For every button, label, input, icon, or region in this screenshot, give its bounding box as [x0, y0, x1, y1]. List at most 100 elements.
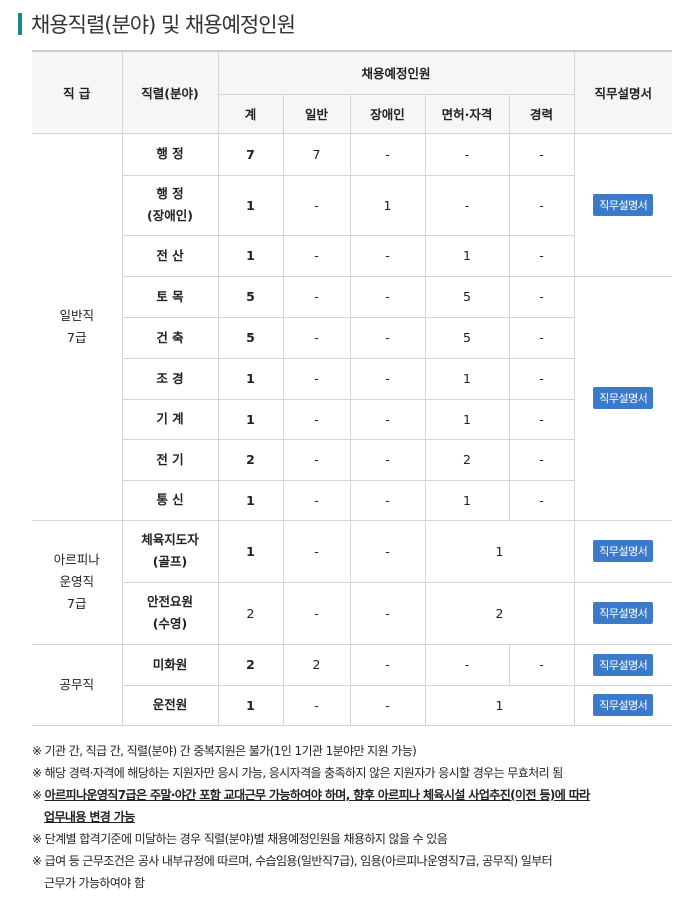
field-cell: 건 축 — [121, 316, 219, 359]
field-cell: 미화원 — [121, 643, 219, 686]
jobdesc-cell: 직무설명서 — [573, 581, 673, 645]
field-cell: 행 정 (장애인) — [121, 174, 219, 236]
jobdesc-button[interactable]: 직무설명서 — [593, 602, 654, 624]
license-cell: 1 — [424, 234, 510, 277]
jobdesc-button[interactable]: 직무설명서 — [593, 193, 654, 216]
general-cell: - — [282, 479, 351, 521]
disabled-cell: - — [349, 643, 426, 686]
table-row: 토 목 5- -5- 직무설명서 — [32, 275, 673, 521]
table-row: 일반직 7급 행 정 7 7- - - 직무설명서 — [32, 132, 673, 521]
grade-cell: 공무직 — [32, 643, 123, 726]
general-cell: 2 — [282, 643, 351, 686]
total-cell: 2 — [217, 643, 284, 686]
jobdesc-button[interactable]: 직무설명서 — [593, 653, 654, 676]
total-cell: 1 — [217, 684, 284, 726]
license-cell: 1 — [424, 479, 510, 521]
disabled-cell: - — [349, 438, 426, 481]
table-row: 아르피나 운영직 7급 체육지도자 (골프) 1- -1 직무설명서 — [32, 519, 673, 645]
disabled-cell: - — [349, 357, 426, 400]
header-jobdesc: 직무설명서 — [573, 50, 673, 134]
table-row: 공무직 미화원 2 2- - - 직무설명서 — [32, 643, 673, 726]
total-cell: 1 — [217, 357, 284, 400]
license-cell: 1 — [424, 398, 510, 440]
license-cell: 1 — [424, 357, 510, 400]
disabled-cell: 1 — [349, 174, 426, 236]
license-career-cell: 1 — [424, 519, 575, 583]
jobdesc-button[interactable]: 직무설명서 — [593, 694, 654, 716]
recruitment-table: 직 급 직렬(분야) 채용예정인원 직무설명서 계 일반 장애인 면허·자격 경… — [32, 50, 673, 726]
total-cell: 7 — [217, 132, 284, 176]
career-cell: - — [508, 438, 575, 481]
disabled-cell: - — [349, 398, 426, 440]
header-total: 계 — [218, 93, 284, 134]
general-cell: - — [282, 316, 351, 359]
jobdesc-cell: 직무설명서 — [573, 643, 673, 686]
title-text: 채용직렬(분야) 및 채용예정인원 — [31, 13, 296, 37]
total-cell: 1 — [217, 479, 284, 521]
total-cell: 1 — [217, 174, 284, 236]
header-career: 경력 — [508, 93, 575, 134]
header-field: 직렬(분야) — [121, 50, 219, 134]
note: ※ 기관 간, 직급 간, 직렬(분야) 간 중복지원은 불가(1인 1기관 1… — [32, 744, 417, 758]
total-cell: 5 — [217, 316, 284, 359]
header-planned: 채용예정인원 — [217, 50, 575, 95]
field-cell: 행 정 — [121, 132, 219, 176]
table-row: 운전원 1- -1 직무설명서 — [32, 684, 673, 726]
grade-cell: 일반직 7급 — [32, 132, 123, 521]
general-cell: 7 — [282, 132, 351, 176]
disabled-cell: - — [349, 234, 426, 277]
disabled-cell: - — [349, 316, 426, 359]
note: ※ 급여 등 근무조건은 공사 내부규정에 따르며, 수습임용(일반직7급), … — [32, 854, 553, 868]
general-cell: - — [282, 684, 351, 726]
note-cont: 근무가 가능하여야 함 — [44, 876, 145, 890]
field-cell: 안전요원 (수영) — [121, 581, 219, 645]
career-cell: - — [508, 275, 575, 318]
career-cell: - — [508, 234, 575, 277]
general-cell: - — [282, 398, 351, 440]
field-cell: 기 계 — [121, 398, 219, 440]
jobdesc-button[interactable]: 직무설명서 — [593, 387, 654, 409]
license-cell: 2 — [424, 438, 510, 481]
notes: ※ 기관 간, 직급 간, 직렬(분야) 간 중복지원은 불가(1인 1기관 1… — [32, 740, 590, 894]
note: ※ 단계별 합격기준에 미달하는 경우 직렬(분야)별 채용예정인원을 채용하지… — [32, 832, 448, 846]
disabled-cell: - — [349, 132, 426, 176]
career-cell: - — [508, 643, 575, 686]
license-career-cell: 1 — [424, 684, 575, 726]
field-cell: 통 신 — [121, 479, 219, 521]
note-emphasis: ※ 아르피나운영직7급은 주말·야간 포함 교대근무 가능하여야 하며, 향후 … — [32, 788, 590, 802]
table-row: 안전요원 (수영) 2- -2 직무설명서 — [32, 581, 673, 645]
field-cell: 전 산 — [121, 234, 219, 277]
header-disabled: 장애인 — [349, 93, 426, 134]
total-cell: 1 — [217, 398, 284, 440]
total-cell: 2 — [217, 438, 284, 481]
license-cell: - — [424, 132, 510, 176]
career-cell: - — [508, 398, 575, 440]
career-cell: - — [508, 357, 575, 400]
header-license: 면허·자격 — [424, 93, 510, 134]
table-row: 행 정 (장애인) 1-1- - — [32, 174, 672, 236]
total-cell: 2 — [217, 581, 284, 645]
career-cell: - — [508, 479, 575, 521]
total-cell: 5 — [217, 275, 284, 318]
jobdesc-button[interactable]: 직무설명서 — [593, 540, 654, 562]
general-cell: - — [282, 438, 351, 481]
field-cell: 전 기 — [121, 438, 219, 481]
disabled-cell: - — [349, 479, 426, 521]
jobdesc-cell: 직무설명서 — [573, 132, 673, 277]
general-cell: - — [282, 519, 351, 583]
disabled-cell: - — [349, 684, 426, 726]
field-cell: 체육지도자 (골프) — [121, 519, 219, 583]
note-emphasis-cont: 업무내용 변경 가능 — [44, 810, 135, 824]
general-cell: - — [282, 174, 351, 236]
note: ※ 해당 경력·자격에 해당하는 지원자만 응시 가능, 응시자격을 충족하지 … — [32, 766, 563, 780]
license-cell: - — [424, 174, 510, 236]
total-cell: 1 — [217, 234, 284, 277]
disabled-cell: - — [349, 275, 426, 318]
license-career-cell: 2 — [424, 581, 575, 645]
general-cell: - — [282, 234, 351, 277]
total-cell: 1 — [217, 519, 284, 583]
